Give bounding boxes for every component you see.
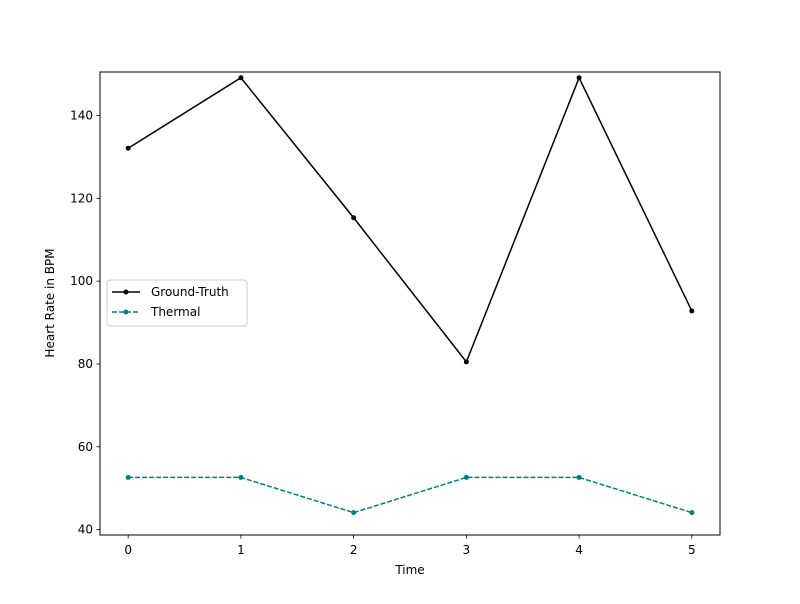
legend: Ground-Truth Thermal — [106, 279, 248, 327]
data-point-thermal — [463, 474, 469, 480]
x-tick-label: 4 — [575, 543, 583, 557]
x-axis-label: Time — [394, 563, 424, 577]
data-point-ground-truth — [125, 145, 131, 151]
data-point-ground-truth — [689, 308, 695, 314]
data-point-thermal — [238, 474, 244, 480]
x-tick-label: 1 — [237, 543, 245, 557]
data-point-thermal — [689, 510, 695, 516]
data-point-ground-truth — [238, 75, 244, 81]
plot-frame — [99, 71, 721, 536]
data-point-thermal — [125, 474, 131, 480]
x-tick-label: 0 — [124, 543, 132, 557]
x-tick-label: 2 — [350, 543, 358, 557]
legend-marker-thermal — [123, 309, 129, 315]
data-point-thermal — [351, 510, 357, 516]
data-point-ground-truth — [576, 75, 582, 81]
series-line-ground-truth — [127, 75, 693, 364]
series-line-thermal — [128, 476, 693, 514]
y-tick-label: 80 — [78, 357, 93, 371]
legend-marker-ground-truth — [123, 289, 129, 295]
x-tick-label: 3 — [463, 543, 471, 557]
x-tick-label: 5 — [688, 543, 696, 557]
legend-label-ground-truth: Ground-Truth — [151, 285, 229, 299]
data-point-thermal — [576, 474, 582, 480]
y-tick-label: 100 — [70, 274, 93, 288]
data-point-ground-truth — [351, 215, 357, 221]
y-axis-label: Heart Rate in BPM — [43, 248, 57, 357]
data-point-ground-truth — [463, 359, 469, 365]
y-tick-label: 140 — [70, 108, 93, 122]
y-tick-label: 40 — [78, 523, 93, 537]
legend-label-thermal: Thermal — [150, 305, 200, 319]
y-tick-label: 60 — [78, 440, 93, 454]
y-tick-label: 120 — [70, 191, 93, 205]
legend-box — [106, 279, 248, 327]
